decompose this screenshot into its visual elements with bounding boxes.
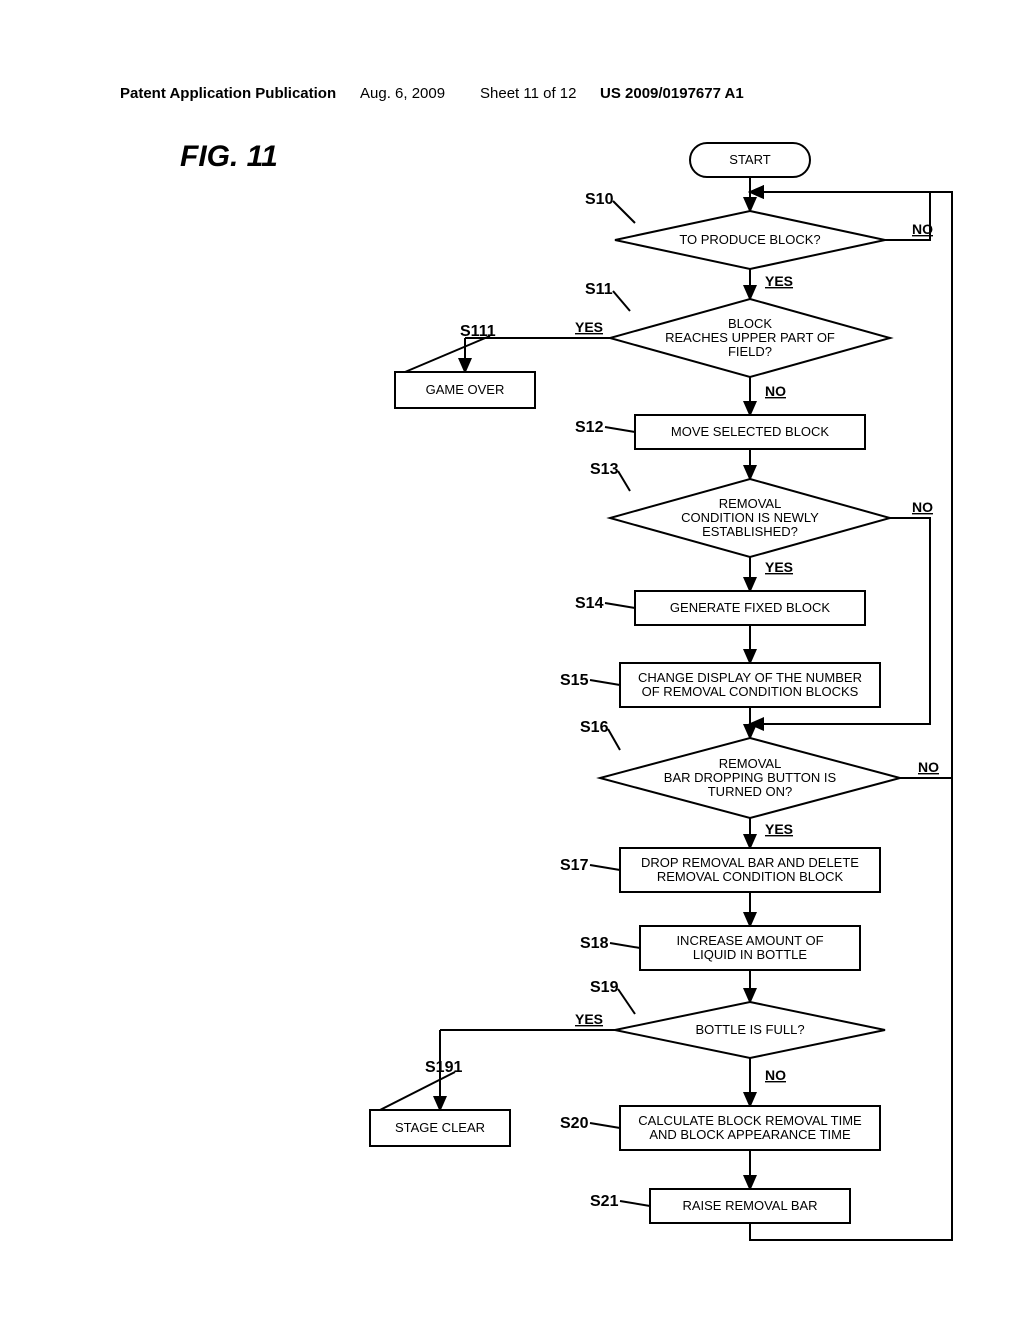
node-text: CALCULATE BLOCK REMOVAL TIME <box>638 1113 862 1128</box>
edge-label: NO <box>912 221 933 237</box>
step-label: S12 <box>575 419 604 436</box>
step-label: S16 <box>580 719 609 736</box>
node-text: REMOVAL <box>719 756 782 771</box>
node-text: FIELD? <box>728 344 772 359</box>
step-label: S11 <box>585 281 613 298</box>
step-label: S17 <box>560 857 589 874</box>
node-text: AND BLOCK APPEARANCE TIME <box>649 1127 851 1142</box>
node-text: OF REMOVAL CONDITION BLOCKS <box>642 684 859 699</box>
step-label: S21 <box>590 1193 619 1210</box>
edge-label: YES <box>765 559 793 575</box>
step-label: S13 <box>590 461 619 478</box>
edge-label: YES <box>765 273 793 289</box>
edge-label: NO <box>918 759 939 775</box>
node-text: MOVE SELECTED BLOCK <box>671 424 830 439</box>
node-text: ESTABLISHED? <box>702 524 798 539</box>
edge-label: NO <box>765 1067 786 1083</box>
node-text: REACHES UPPER PART OF <box>665 330 835 345</box>
edge-label: NO <box>912 499 933 515</box>
step-label: S19 <box>590 979 619 996</box>
node-text: REMOVAL <box>719 496 782 511</box>
header-pubno: US 2009/0197677 A1 <box>600 85 744 102</box>
node-text: LIQUID IN BOTTLE <box>693 947 807 962</box>
step-label: S15 <box>560 672 589 689</box>
header-sheet: Sheet 11 of 12 <box>480 85 576 102</box>
edge-label: YES <box>575 1011 603 1027</box>
header-title: Patent Application Publication <box>120 85 336 102</box>
node-text: TURNED ON? <box>708 784 793 799</box>
step-label: S10 <box>585 191 614 208</box>
step-label: S191 <box>425 1059 462 1076</box>
node-text: REMOVAL CONDITION BLOCK <box>657 869 844 884</box>
edge-label: NO <box>765 383 786 399</box>
node-text: RAISE REMOVAL BAR <box>682 1198 817 1213</box>
step-label: S18 <box>580 935 609 952</box>
node-text: BLOCK <box>728 316 772 331</box>
node-text: GENERATE FIXED BLOCK <box>670 600 830 615</box>
node-text: STAGE CLEAR <box>395 1120 485 1135</box>
node-text: START <box>729 152 770 167</box>
edge-label: YES <box>575 319 603 335</box>
step-label: S14 <box>575 595 604 612</box>
flowchart: YES NO YES YES NO YES YES NO NO NO START TO PRODUCE… <box>160 130 1024 1290</box>
edge-label: YES <box>765 821 793 837</box>
page: Patent Application Publication Aug. 6, 2… <box>0 0 1024 1320</box>
node-text: CHANGE DISPLAY OF THE NUMBER <box>638 670 862 685</box>
step-label: S111 <box>460 323 496 340</box>
header-date: Aug. 6, 2009 <box>360 85 445 102</box>
node-text: TO PRODUCE BLOCK? <box>679 232 820 247</box>
node-text: GAME OVER <box>426 382 505 397</box>
node-text: INCREASE AMOUNT OF <box>676 933 823 948</box>
node-text: BAR DROPPING BUTTON IS <box>664 770 837 785</box>
node-text: BOTTLE IS FULL? <box>695 1022 804 1037</box>
node-text: DROP REMOVAL BAR AND DELETE <box>641 855 859 870</box>
node-text: CONDITION IS NEWLY <box>681 510 819 525</box>
step-label: S20 <box>560 1115 589 1132</box>
